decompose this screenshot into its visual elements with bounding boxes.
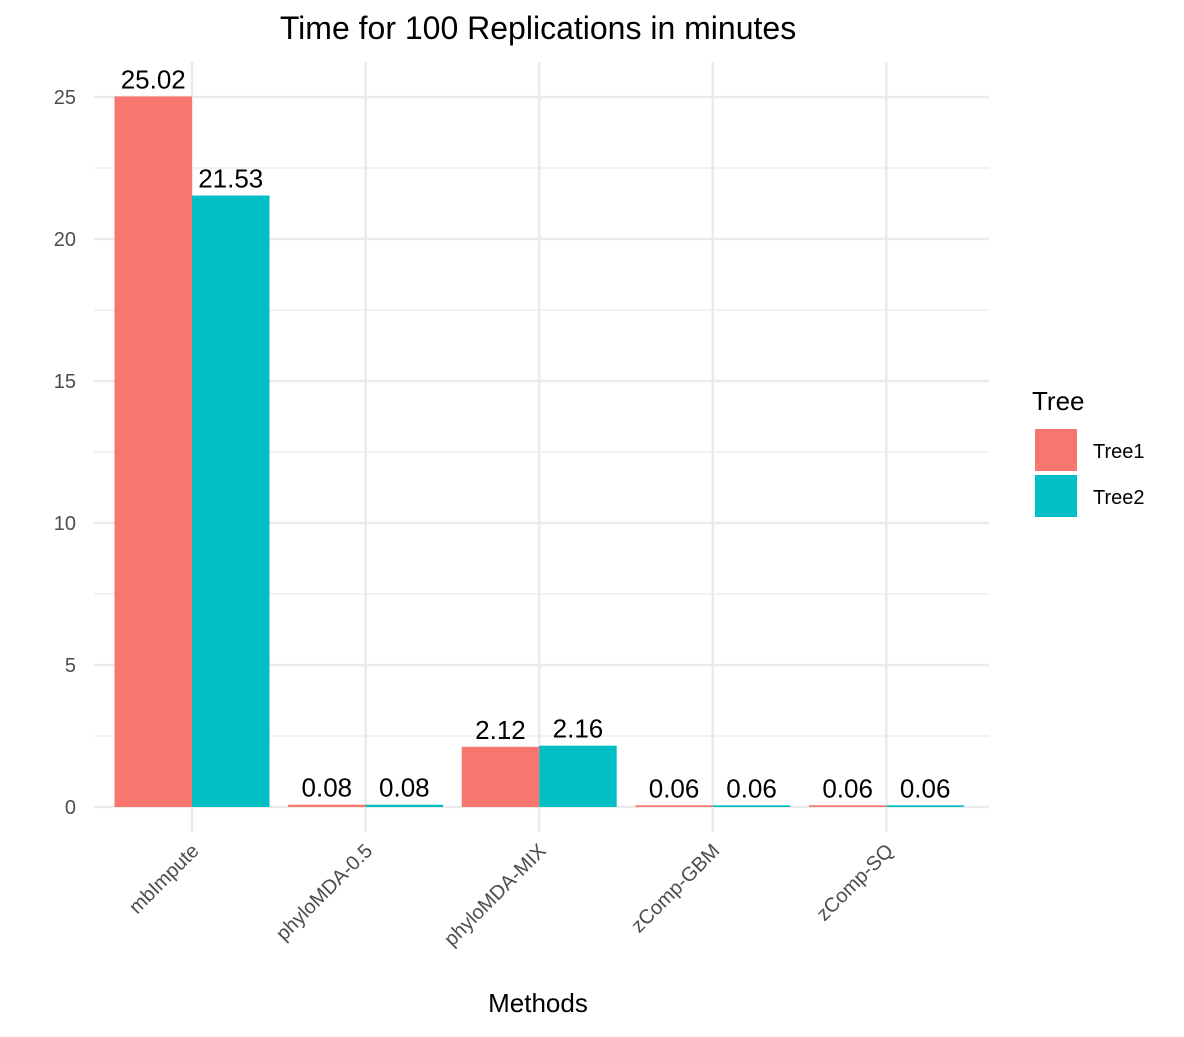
bar-tree2 xyxy=(712,805,791,807)
data-label: 0.06 xyxy=(900,773,951,803)
legend-key-tree1 xyxy=(1035,429,1077,471)
bar-tree1 xyxy=(114,96,192,807)
y-tick-label: 15 xyxy=(54,371,76,393)
bar-tree1 xyxy=(635,805,713,807)
bar-tree1 xyxy=(808,805,887,807)
data-label: 25.02 xyxy=(121,64,186,94)
x-tick-label: zComp-SQ xyxy=(812,840,897,925)
bar-tree1 xyxy=(288,804,366,807)
bar-tree2 xyxy=(539,745,617,807)
data-label: 21.53 xyxy=(198,164,263,194)
data-label: 0.08 xyxy=(379,773,430,803)
x-axis-title: Methods xyxy=(488,988,588,1018)
data-labels: 25.02 0.08 2.12 0.06 0.06 21.53 0.08 2.16 0.06 0.… xyxy=(121,64,951,803)
legend-label: Tree2 xyxy=(1093,487,1145,509)
bar-tree1 xyxy=(461,746,540,807)
data-label: 0.08 xyxy=(302,773,353,803)
bars xyxy=(114,96,964,808)
bar-tree2 xyxy=(886,805,964,807)
x-tick-label: mbImpute xyxy=(125,840,203,918)
bar-tree2 xyxy=(192,195,270,808)
y-tick-label: 0 xyxy=(65,797,76,819)
x-tick-label: phyloMDA-0.5 xyxy=(272,840,377,945)
x-tick-label: zComp-GBM xyxy=(627,840,724,937)
chart-title: Time for 100 Replications in minutes xyxy=(280,10,796,46)
legend-label: Tree1 xyxy=(1093,441,1145,463)
data-label: 0.06 xyxy=(822,773,873,803)
data-label: 0.06 xyxy=(726,773,777,803)
y-tick-label: 25 xyxy=(54,87,76,109)
x-tick-label: phyloMDA-MIX xyxy=(440,840,551,951)
legend: Tree Tree1 Tree2 xyxy=(1032,386,1145,517)
data-label: 2.16 xyxy=(553,714,604,744)
bar-tree2 xyxy=(365,804,444,807)
data-label: 2.12 xyxy=(475,715,526,745)
legend-key-tree2 xyxy=(1035,475,1077,517)
data-label: 0.06 xyxy=(649,773,700,803)
legend-title: Tree xyxy=(1032,386,1085,416)
y-tick-label: 20 xyxy=(54,229,76,251)
y-tick-label: 5 xyxy=(65,655,76,677)
y-tick-label: 10 xyxy=(54,513,76,535)
